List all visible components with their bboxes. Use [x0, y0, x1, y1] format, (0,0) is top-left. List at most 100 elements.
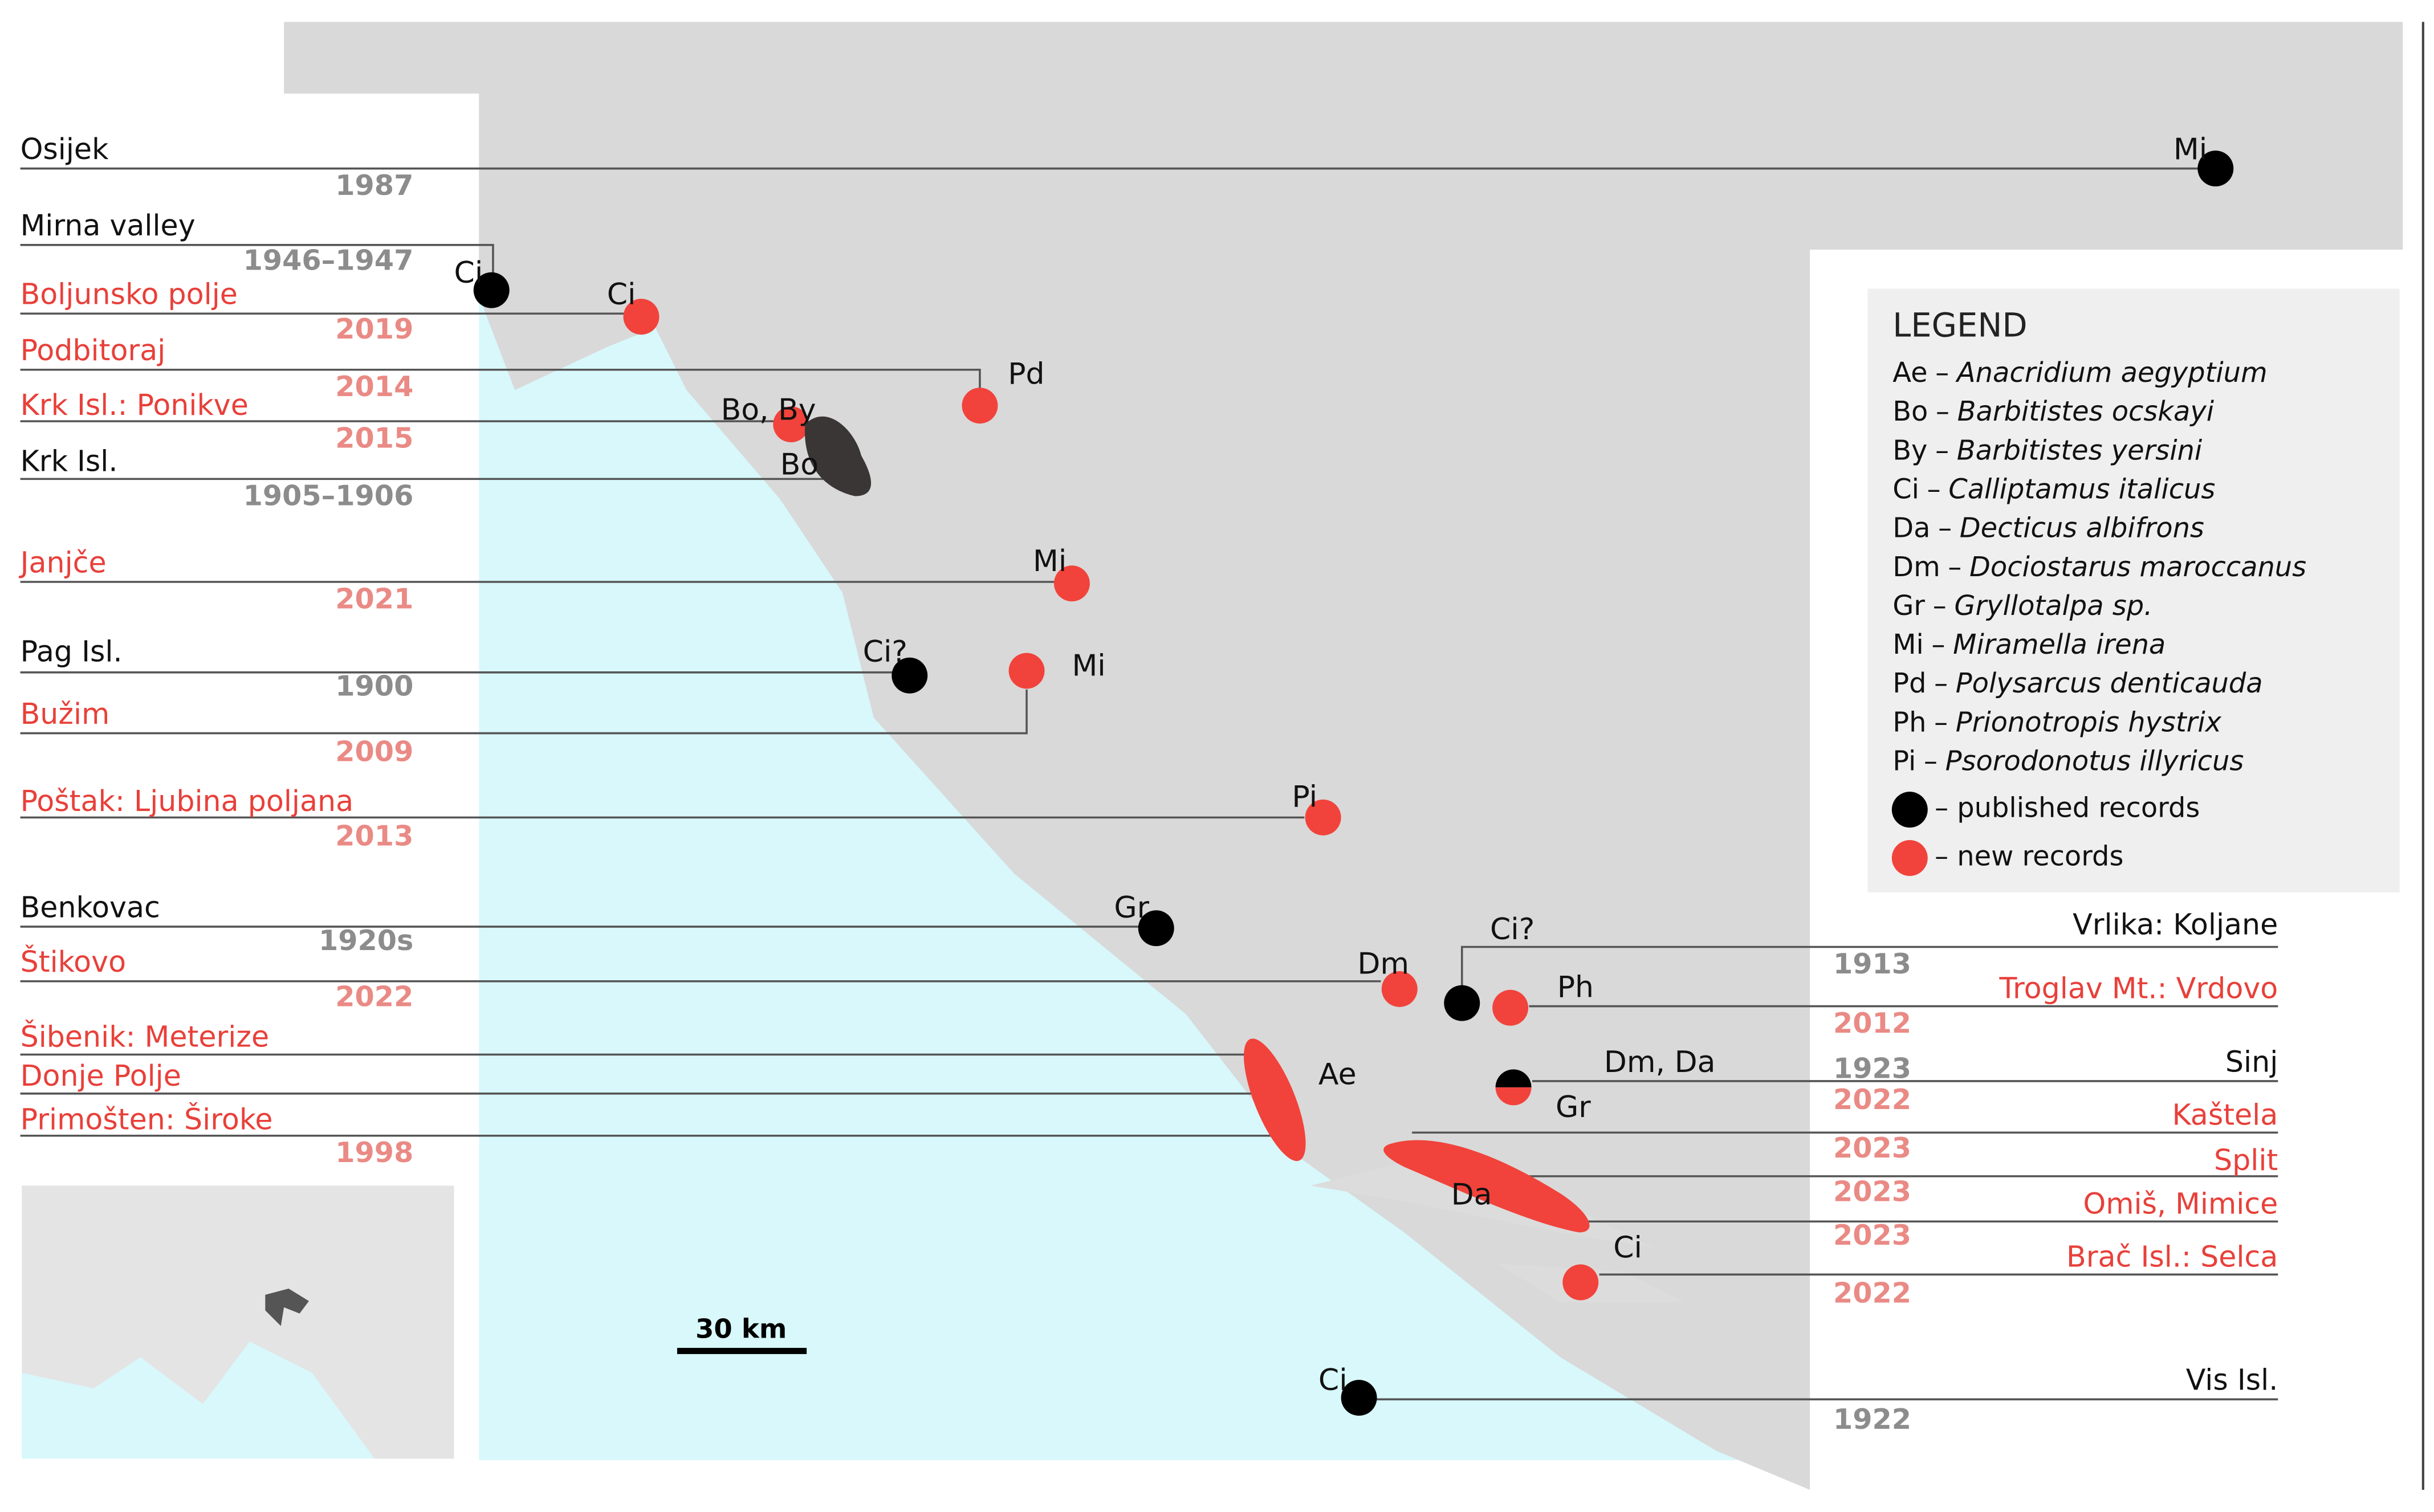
locality-year: 1998 — [335, 1136, 413, 1169]
legend-separator: – — [1938, 513, 1952, 544]
legend-entry: By – Barbitistes yersini — [1892, 435, 2203, 466]
record-area — [804, 416, 872, 496]
legend-entry: Ci – Calliptamus italicus — [1892, 474, 2215, 505]
locality-year: 2015 — [335, 421, 413, 454]
locality-name: Mirna valley — [21, 209, 196, 242]
marker-label: Mi — [1033, 544, 1067, 578]
legend-species: Polysarcus denticauda — [1956, 668, 2263, 699]
locality-name: Podbitoraj — [21, 333, 166, 367]
locality-name: Janjče — [19, 545, 107, 579]
locality-name: Split — [2214, 1143, 2278, 1177]
marker-label: Mi — [1072, 649, 1105, 683]
locality-name: Primošten: Široke — [21, 1103, 273, 1136]
locality-year: 1900 — [335, 670, 413, 703]
record-point — [1341, 1380, 1377, 1416]
markers: Mi Ci Ci Pd Bo, By Bo Mi Ci? Mi Pi Gr Dm Ae Ci? Ph Dm, … — [454, 133, 2234, 1416]
locality-name: Osijek — [21, 132, 109, 166]
legend-species: Barbitistes ocskayi — [1957, 396, 2215, 427]
legend-species: Dociostarus maroccanus — [1969, 552, 2306, 583]
marker-label: Mi — [2173, 133, 2207, 167]
locality-year: 1905–1906 — [243, 479, 414, 512]
legend-species: Barbitistes yersini — [1957, 435, 2203, 466]
marker-label: Bo, By — [721, 393, 816, 427]
locality-year: 1922 — [1833, 1403, 1911, 1436]
locality-name: Benkovac — [21, 890, 160, 924]
inset-map — [22, 1185, 454, 1459]
record-point — [1381, 971, 1418, 1007]
marker-label: Bo — [780, 447, 819, 482]
leader-line — [20, 689, 1028, 735]
locality-year: 2014 — [335, 370, 413, 403]
locality-name: Kaštela — [2172, 1098, 2278, 1131]
record-point — [473, 272, 510, 308]
locality-year: 1920s — [319, 924, 413, 957]
locality-name: Krk Isl.: Ponikve — [21, 388, 249, 422]
legend-code: Gr — [1892, 590, 1925, 622]
locality-year: 2021 — [335, 582, 413, 615]
legend-species: Calliptamus italicus — [1948, 474, 2215, 505]
legend-swatch — [1891, 792, 1928, 828]
legend-record: – published records — [1935, 793, 2200, 824]
legend-species: Gryllotalpa sp. — [1954, 590, 2152, 622]
legend-code: Bo — [1892, 396, 1928, 427]
leader-line — [20, 244, 494, 275]
legend-code: Ph — [1892, 707, 1926, 738]
marker-label: Pi — [1292, 780, 1317, 814]
legend-species: Prionotropis hystrix — [1956, 707, 2222, 738]
locality-year: 1923 — [1833, 1052, 1911, 1085]
locality-name: Sinj — [2225, 1045, 2278, 1078]
locality-name: Štikovo — [21, 945, 126, 979]
record-point-half — [1495, 1087, 1532, 1106]
legend-swatch — [1891, 840, 1928, 876]
locality-name: Poštak: Ljubina poljana — [21, 784, 354, 818]
locality-name: Omiš, Mimice — [2083, 1187, 2278, 1220]
locality-year: 2022 — [335, 980, 413, 1013]
legend-entry: Ae – Anacridium aegyptium — [1892, 357, 2267, 389]
legend-separator: – — [1936, 396, 1949, 427]
locality-name: Bužim — [21, 697, 110, 731]
legend-separator: – — [1948, 552, 1961, 583]
legend-code: Da — [1892, 513, 1930, 544]
record-point — [962, 388, 998, 424]
legend-separator: – — [1933, 590, 1947, 622]
locality-labels: Osijek 1987 Mirna valley 1946–1947Boljunsko… — [19, 132, 2278, 1436]
scale-label: 30 km — [695, 1313, 787, 1344]
locality-year: 2013 — [335, 819, 413, 852]
legend-entry: Ph – Prionotropis hystrix — [1892, 707, 2221, 738]
legend-code: Mi — [1892, 629, 1924, 661]
legend-separator: – — [1927, 474, 1941, 505]
locality-name: Šibenik: Meterize — [21, 1020, 270, 1054]
locality-year: 2023 — [1833, 1175, 1911, 1208]
legend-code: Dm — [1892, 552, 1940, 583]
marker-label: Ci — [607, 278, 636, 312]
record-point — [1492, 989, 1529, 1026]
legend-separator: – — [1932, 629, 1945, 661]
record-point — [1008, 653, 1045, 689]
record-point — [1138, 910, 1174, 947]
locality-year: 2022 — [1833, 1276, 1911, 1309]
locality-year: 2023 — [1833, 1218, 1911, 1252]
legend-entry: Pd – Polysarcus denticauda — [1892, 668, 2262, 699]
legend-code: Pi — [1892, 746, 1916, 777]
locality-year: 2023 — [1833, 1131, 1911, 1164]
legend-code: Ci — [1892, 474, 1919, 505]
legend-separator: – — [1934, 707, 1948, 738]
legend-entry: Mi – Miramella irena — [1892, 629, 2166, 661]
locality-name: Krk Isl. — [21, 445, 118, 478]
land — [284, 22, 2403, 1490]
marker-label: Ci — [1318, 1363, 1348, 1397]
legend-species: Anacridium aegyptium — [1955, 357, 2268, 389]
legend-entry: Gr – Gryllotalpa sp. — [1892, 590, 2152, 622]
inset-land — [22, 1185, 454, 1459]
marker-label: Ae — [1318, 1058, 1357, 1092]
marker-label: Dm — [1357, 947, 1409, 981]
marker-label: Ci — [454, 256, 483, 290]
legend-separator: – — [1935, 435, 1949, 466]
record-point — [2197, 150, 2234, 187]
locality-year: 2009 — [335, 735, 413, 768]
marker-label: Ci? — [1490, 912, 1535, 947]
legend-entry: Bo – Barbitistes ocskayi — [1892, 396, 2215, 427]
locality-year: 2019 — [335, 312, 413, 345]
